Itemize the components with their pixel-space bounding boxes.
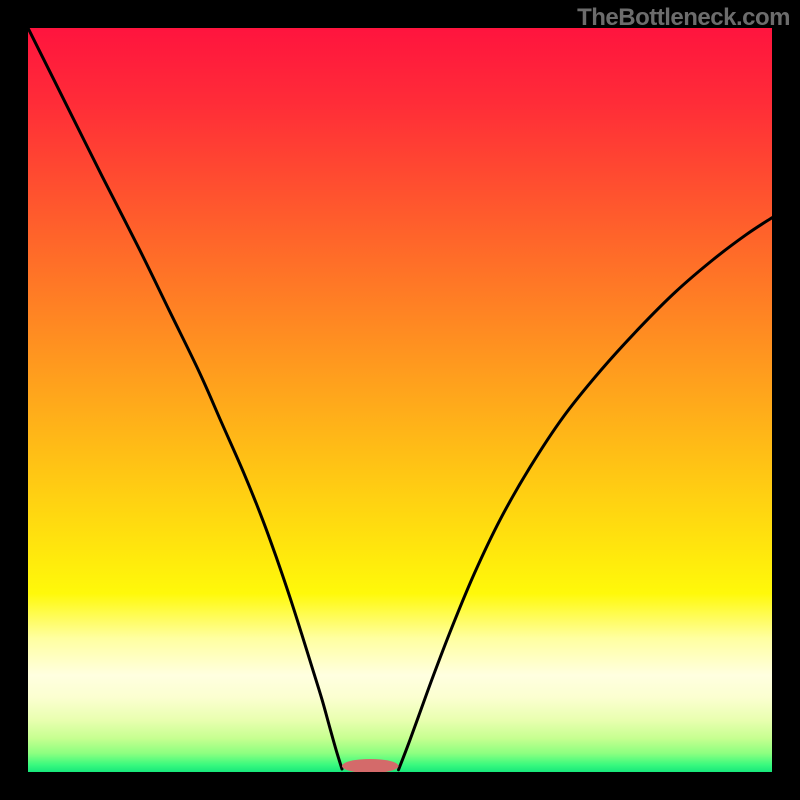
bottleneck-chart xyxy=(28,28,772,772)
gradient-background xyxy=(28,28,772,772)
chart-svg xyxy=(28,28,772,772)
watermark-text: TheBottleneck.com xyxy=(577,4,790,32)
